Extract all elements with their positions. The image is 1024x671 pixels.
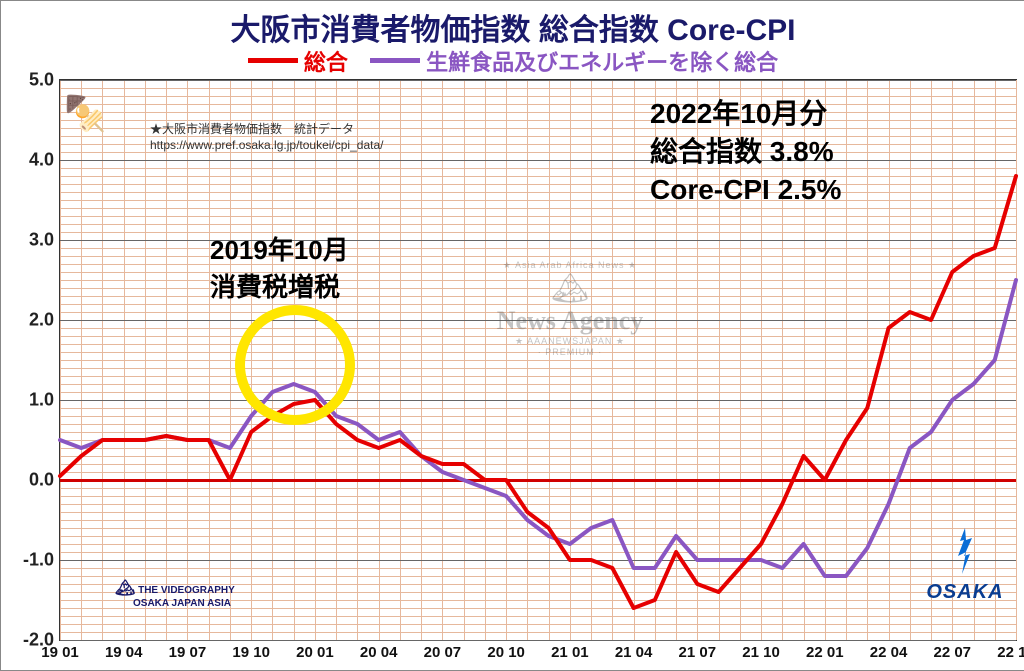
ytick-label: -1.0 [23, 550, 60, 571]
ytick-label: 3.0 [29, 230, 60, 251]
xtick-label: 22 01 [806, 640, 844, 661]
xtick-label: 19 04 [105, 640, 143, 661]
legend-swatch-sougou [248, 58, 298, 63]
line-series-svg [60, 80, 1016, 640]
xtick-label: 20 04 [360, 640, 398, 661]
xtick-label: 19 07 [169, 640, 207, 661]
annotation-tax-line1: 2019年10月 [210, 230, 349, 267]
annotation-latest-line3: Core-CPI 2.5% [650, 171, 841, 209]
highlight-circle [235, 305, 355, 425]
legend-label-sougou: 総合 [304, 45, 348, 77]
ytick-label: 0.0 [29, 470, 60, 491]
ytick-label: 5.0 [29, 70, 60, 91]
data-source-line1: ★大阪市消費者物価指数 統計データ [150, 122, 383, 138]
annotation-latest-line2: 総合指数 3.8% [650, 133, 841, 171]
xtick-label: 21 04 [615, 640, 653, 661]
plot-area: -2.0-1.00.01.02.03.04.05.019 0119 0419 0… [59, 79, 1017, 641]
xtick-label: 21 07 [679, 640, 717, 661]
xtick-label: 19 10 [232, 640, 270, 661]
xtick-label: 20 07 [424, 640, 462, 661]
ytick-label: 1.0 [29, 390, 60, 411]
videography-line1: THE VIDEOGRAPHY [138, 585, 235, 596]
videography-watermark: 🏔 THE VIDEOGRAPHY OSAKA JAPAN ASIA [115, 580, 235, 609]
xtick-label: 20 01 [296, 640, 334, 661]
annotation-latest-line1: 2022年10月分 [650, 95, 841, 133]
xtick-label: 22 04 [870, 640, 908, 661]
ytick-label: 2.0 [29, 310, 60, 331]
legend-item-sougou: 総合 [248, 45, 348, 77]
chart-container: 大阪市消費者物価指数 総合指数 Core-CPI 総合 生鮮食品及びエネルギーを… [0, 0, 1024, 671]
osaka-logo-text: OSAKA [926, 581, 1003, 604]
legend-swatch-core [370, 58, 420, 63]
xtick-label: 20 10 [487, 640, 525, 661]
legend: 総合 生鮮食品及びエネルギーを除く総合 [1, 43, 1024, 77]
xtick-label: 21 10 [742, 640, 780, 661]
annotation-tax-increase: 2019年10月 消費税増税 [210, 230, 349, 304]
xtick-label: 22 07 [933, 640, 971, 661]
data-source-note: ★大阪市消費者物価指数 統計データ https://www.pref.osaka… [150, 122, 383, 153]
annotation-latest: 2022年10月分 総合指数 3.8% Core-CPI 2.5% [650, 95, 841, 208]
videography-line2: OSAKA JAPAN ASIA [133, 598, 231, 609]
takoyaki-icon: 🍢 [64, 94, 106, 134]
annotation-tax-line2: 消費税増税 [210, 267, 349, 304]
legend-label-core: 生鮮食品及びエネルギーを除く総合 [426, 45, 778, 77]
xtick-label: 19 01 [41, 640, 79, 661]
osaka-logo: OSAKA [920, 524, 1010, 604]
data-source-line2: https://www.pref.osaka.lg.jp/toukei/cpi_… [150, 138, 383, 154]
xtick-label: 21 01 [551, 640, 589, 661]
ytick-label: 4.0 [29, 150, 60, 171]
legend-item-core: 生鮮食品及びエネルギーを除く総合 [370, 45, 778, 77]
xtick-label: 22 10 [997, 640, 1024, 661]
